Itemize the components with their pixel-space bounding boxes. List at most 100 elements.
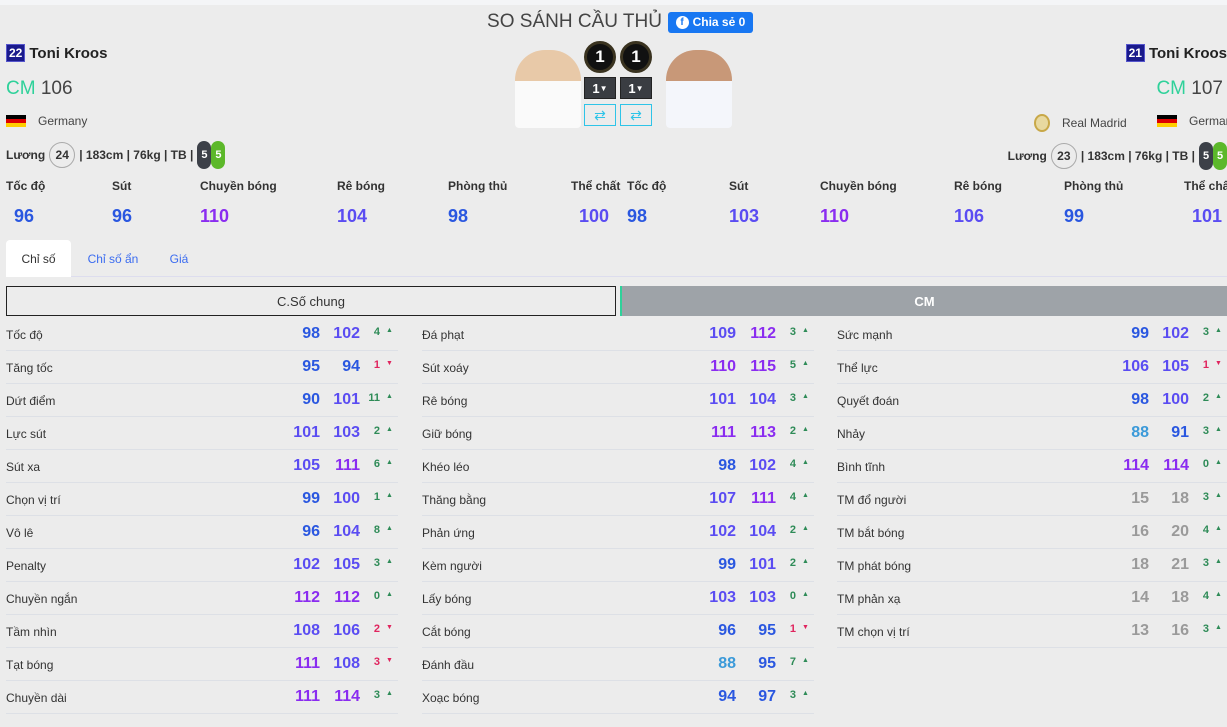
right-summary-value: 110: [820, 206, 850, 226]
left-summary-value: 96: [112, 206, 133, 226]
right-summary-label: Chuyền bóng: [820, 179, 897, 193]
section-position[interactable]: CM: [620, 286, 1227, 316]
right-summary-label: Phòng thủ: [1064, 179, 1124, 193]
stat-diff: 5: [789, 359, 796, 371]
stat-diff: 0: [789, 590, 796, 602]
stat-diff: 3: [1202, 491, 1209, 503]
stat-row: Tạt bóng 111 108 3 ▼: [6, 648, 398, 681]
stat-value-left: 105: [293, 457, 320, 474]
arrow-up-icon: ▲: [1215, 492, 1222, 499]
player-name: Toni Kroos: [1148, 44, 1227, 62]
tab-stats[interactable]: Chỉ số: [6, 240, 71, 277]
stat-diff: 2: [373, 425, 380, 437]
stat-value-right: 18: [1171, 589, 1189, 606]
stat-value-right: 104: [749, 523, 776, 540]
stat-value-right: 102: [1162, 325, 1189, 342]
stat-row: Sức mạnh 99 102 3 ▲: [837, 318, 1227, 351]
right-level-select[interactable]: 1 ▼: [620, 77, 652, 99]
stat-row: Chọn vị trí 99 100 1 ▲: [6, 483, 398, 516]
left-nation: Germany: [6, 114, 87, 128]
stat-value-left: 99: [718, 556, 736, 573]
stat-name: Sút xoáy: [422, 361, 469, 375]
stat-row: Kèm người 99 101 2 ▲: [422, 549, 814, 582]
stat-diff: 7: [789, 656, 796, 668]
arrow-down-icon: ▼: [386, 360, 393, 367]
stat-diff: 2: [789, 425, 796, 437]
right-summary-label: Sút: [729, 179, 749, 193]
arrow-up-icon: ▲: [1215, 426, 1222, 433]
facebook-share-button[interactable]: f Chia sẻ 0: [667, 11, 753, 33]
left-summary-value: 110: [200, 206, 230, 226]
tab-price[interactable]: Giá: [169, 251, 189, 266]
right-level-badge: 1: [620, 41, 652, 73]
left-position-rating: CM 106: [6, 78, 73, 100]
stat-row: Chuyền dài 111 114 3 ▲: [6, 681, 398, 714]
stat-value-right: 111: [335, 457, 360, 474]
stat-name: Penalty: [6, 559, 47, 573]
stat-value-left: 108: [293, 622, 320, 639]
arrow-up-icon: ▲: [1215, 525, 1222, 532]
stat-row: Penalty 102 105 3 ▲: [6, 549, 398, 582]
stat-row: Vô lê 96 104 8 ▲: [6, 516, 398, 549]
stat-name: Tạt bóng: [6, 658, 54, 672]
salary-label: Lương: [6, 148, 46, 162]
stat-value-left: 111: [295, 655, 320, 672]
stat-value-left: 94: [718, 688, 736, 705]
right-foot-icon: 5: [211, 141, 226, 169]
stat-diff: 6: [373, 458, 380, 470]
stat-row: Xoạc bóng 94 97 3 ▲: [422, 681, 814, 714]
details: | 183cm | 76kg | TB |: [79, 148, 194, 162]
stat-value-right: 100: [333, 490, 360, 507]
tab-hidden-stats[interactable]: Chỉ số ẩn: [87, 251, 139, 266]
stat-diff: 2: [789, 557, 796, 569]
stat-diff: 3: [373, 557, 380, 569]
stat-diff: 3: [789, 392, 796, 404]
stat-value-right: 91: [1171, 424, 1189, 441]
stat-diff: 4: [1202, 590, 1209, 602]
stat-value-right: 101: [333, 391, 360, 408]
stat-diff: 1: [373, 359, 380, 371]
arrow-up-icon: ▲: [802, 360, 809, 367]
stat-value-left: 103: [709, 589, 736, 606]
arrow-up-icon: ▲: [386, 492, 393, 499]
season-badge: 22: [6, 44, 26, 62]
section-general[interactable]: C.Số chung: [6, 286, 616, 316]
stat-value-left: 114: [1123, 457, 1149, 474]
club-label: Real Madrid: [1062, 116, 1127, 130]
stat-row: TM bắt bóng 16 20 4 ▲: [837, 516, 1227, 549]
stat-value-right: 105: [1162, 358, 1189, 375]
stat-name: Thăng bằng: [422, 493, 487, 507]
position: CM: [1156, 78, 1187, 99]
compare-page: SO SÁNH CẦU THỦ f Chia sẻ 0 22 Toni Kroos …: [0, 5, 1227, 727]
stat-value-left: 111: [295, 688, 320, 705]
left-summary-label: Rê bóng: [337, 179, 385, 193]
stat-row: Quyết đoán 98 100 2 ▲: [837, 384, 1227, 417]
stat-name: Bình tĩnh: [837, 460, 886, 474]
stat-name: Chuyền ngắn: [6, 592, 78, 606]
ovr: 106: [40, 78, 73, 99]
left-swap-button[interactable]: ⇄: [584, 104, 616, 126]
right-summary-value: 106: [954, 206, 985, 226]
stat-diff: 4: [789, 458, 796, 470]
stat-row: Thăng bằng 107 111 4 ▲: [422, 483, 814, 516]
stat-name: Cắt bóng: [422, 625, 471, 639]
stat-row: Thể lực 106 105 1 ▼: [837, 351, 1227, 384]
arrow-up-icon: ▲: [802, 525, 809, 532]
stat-value-right: 20: [1171, 523, 1189, 540]
stat-name: Tốc độ: [6, 328, 43, 342]
stat-value-right: 106: [333, 622, 360, 639]
stat-value-right: 18: [1171, 490, 1189, 507]
arrow-up-icon: ▲: [386, 525, 393, 532]
arrow-up-icon: ▲: [802, 690, 809, 697]
real-madrid-crest-icon: [1034, 114, 1050, 132]
arrow-up-icon: ▲: [386, 327, 393, 334]
right-summary-value: 103: [729, 206, 760, 226]
stat-name: Thể lực: [837, 361, 878, 375]
stat-value-right: 94: [342, 358, 360, 375]
left-level-select[interactable]: 1 ▼: [584, 77, 616, 99]
right-summary-value: 101: [1192, 206, 1223, 226]
stat-row: Khéo léo 98 102 4 ▲: [422, 450, 814, 483]
stat-diff: 4: [789, 491, 796, 503]
right-swap-button[interactable]: ⇄: [620, 104, 652, 126]
germany-flag-icon: [6, 115, 26, 127]
